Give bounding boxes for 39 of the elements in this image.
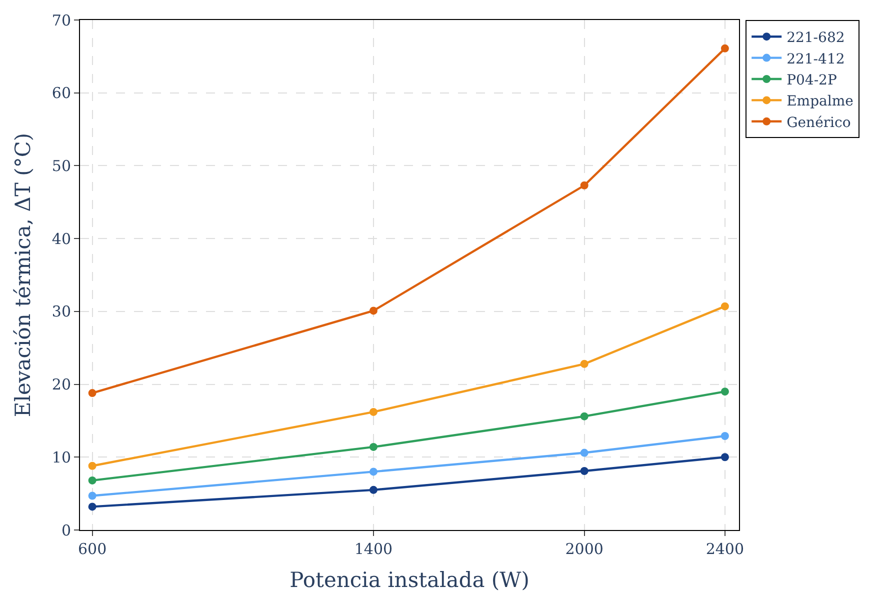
y-tick-label: 10 <box>52 448 71 466</box>
y-tick-label: 70 <box>52 11 71 30</box>
point <box>369 486 378 494</box>
x-tick-label: 600 <box>78 540 107 558</box>
point <box>720 44 729 52</box>
point <box>580 181 588 190</box>
legend-label: 221-412 <box>786 51 845 68</box>
y-tick-label: 40 <box>52 230 71 248</box>
x-tick-label: 1400 <box>354 540 393 558</box>
point <box>580 412 588 420</box>
y-tick-label: 50 <box>52 156 71 175</box>
x-tick-label: 2400 <box>706 540 744 558</box>
point <box>369 408 378 416</box>
y-axis-title: Elevación térmica, ΔT (°C) <box>11 132 36 418</box>
point <box>369 442 378 451</box>
legend-label: P04-2P <box>786 72 837 88</box>
point <box>88 462 96 470</box>
y-tick-label: 30 <box>52 302 71 321</box>
point <box>88 389 96 398</box>
legend-label: Genérico <box>786 114 851 131</box>
point <box>88 492 96 500</box>
point <box>580 466 588 475</box>
point <box>88 502 96 511</box>
point <box>369 468 378 476</box>
point <box>580 448 588 457</box>
point <box>720 432 729 440</box>
x-tick-label: 2000 <box>565 540 604 558</box>
point <box>88 476 96 484</box>
point <box>580 360 588 368</box>
y-tick-label: 60 <box>52 84 71 102</box>
point <box>720 453 729 462</box>
x-axis-title: Potencia instalada (W) <box>290 568 530 592</box>
y-tick-label: 20 <box>52 376 71 394</box>
point <box>369 306 378 315</box>
y-tick-label: 0 <box>61 521 71 540</box>
legend-label: 221-682 <box>786 30 845 46</box>
point <box>720 302 729 310</box>
point <box>720 388 729 396</box>
legend-label: Empalme <box>786 94 854 110</box>
